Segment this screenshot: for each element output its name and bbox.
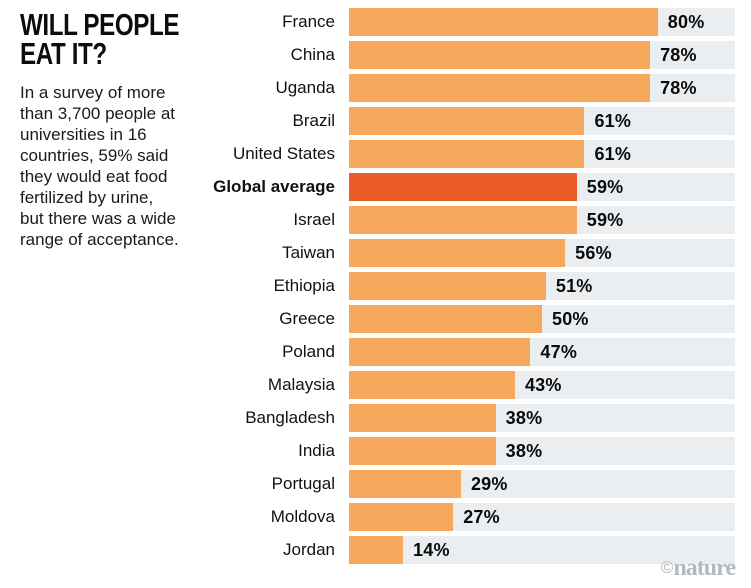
bar — [349, 404, 496, 432]
value-label: 47% — [540, 341, 578, 362]
bar — [349, 272, 546, 300]
bar-track: 61% — [349, 107, 735, 135]
category-label: United States — [232, 144, 335, 163]
bar-track: 59% — [349, 206, 735, 234]
bar — [349, 239, 566, 267]
chart-row: Uganda 78% — [0, 74, 735, 102]
value-label: 50% — [552, 308, 589, 329]
copyright-icon: © — [660, 558, 674, 577]
bar-rows: France 80% China 78% Uganda 78% Brazil 61% Unite… — [0, 8, 735, 564]
bar-track: 56% — [349, 239, 735, 267]
value-label: 61% — [594, 143, 632, 164]
chart-title-line2: EAT IT? — [20, 36, 107, 71]
bar — [349, 107, 585, 135]
bar-track: 27% — [349, 503, 735, 531]
chart-row: Israel 59% — [0, 206, 735, 234]
bar — [349, 41, 651, 69]
chart-row: Moldova 27% — [0, 503, 735, 531]
bar — [349, 8, 658, 36]
chart-row: France 80% — [0, 8, 735, 36]
bar-track: 80% — [349, 8, 735, 36]
category-label: Moldova — [270, 507, 335, 526]
category-label: Jordan — [283, 540, 335, 559]
category-label: France — [282, 12, 335, 31]
bar-chart: France 80% China 78% Uganda 78% Brazil 61% Unite… — [0, 8, 735, 569]
bar-track: 50% — [349, 305, 735, 333]
category-label: Brazil — [292, 111, 335, 130]
chart-row: Malaysia 43% — [0, 371, 735, 399]
value-label: 14% — [413, 539, 450, 560]
bar — [349, 305, 542, 333]
value-label: 38% — [505, 407, 543, 428]
category-label: Greece — [279, 309, 335, 328]
chart-row: China 78% — [0, 41, 735, 69]
bar-track: 51% — [349, 272, 735, 300]
chart-row: Global average 59% — [0, 173, 735, 201]
bar-track: 78% — [349, 74, 735, 102]
value-label: 38% — [505, 440, 543, 461]
value-label: 56% — [575, 242, 612, 263]
bar — [349, 206, 577, 234]
category-label: China — [290, 45, 335, 64]
value-label: 78% — [660, 44, 697, 65]
value-label: 61% — [594, 110, 632, 131]
nature-watermark: ©nature — [660, 555, 736, 582]
category-label: Global average — [213, 177, 335, 196]
bar — [349, 503, 454, 531]
chart-row: Portugal 29% — [0, 470, 735, 498]
chart-title: WILL PEOPLE EAT IT? — [20, 7, 207, 71]
chart-description: In a survey of more than 3,700 people at… — [20, 83, 179, 249]
value-label: 27% — [463, 506, 500, 527]
bar — [349, 140, 585, 168]
bar-track: 78% — [349, 41, 735, 69]
value-label: 80% — [667, 11, 705, 32]
nature-brand-label: nature — [673, 555, 736, 581]
bar-track: 38% — [349, 437, 735, 465]
category-label: Malaysia — [267, 375, 335, 394]
chart-row: Taiwan 56% — [0, 239, 735, 267]
value-label: 51% — [555, 275, 593, 296]
value-label: 78% — [660, 77, 697, 98]
bar — [349, 470, 461, 498]
intro-panel: WILL PEOPLE EAT IT? In a survey of more … — [20, 7, 260, 250]
category-label: Israel — [293, 210, 335, 229]
chart-row: Brazil 61% — [0, 107, 735, 135]
bar-track: 14% — [349, 536, 735, 564]
category-label: Poland — [282, 342, 335, 361]
bar-track: 47% — [349, 338, 735, 366]
bar-track: 38% — [349, 404, 735, 432]
bar — [349, 338, 531, 366]
chart-row: Poland 47% — [0, 338, 735, 366]
value-label: 43% — [524, 374, 562, 395]
bar-track: 59% — [349, 173, 735, 201]
value-label: 59% — [586, 209, 624, 230]
bar — [349, 437, 496, 465]
category-label: Bangladesh — [245, 408, 335, 427]
category-label: Taiwan — [282, 243, 335, 262]
bar — [349, 74, 651, 102]
bar-track: 29% — [349, 470, 735, 498]
chart-row: United States 61% — [0, 140, 735, 168]
bar-track: 43% — [349, 371, 735, 399]
bar — [349, 536, 404, 564]
category-label: Portugal — [271, 474, 335, 493]
chart-title-line1: WILL PEOPLE — [20, 7, 180, 42]
category-label: India — [298, 441, 335, 460]
chart-row: India 38% — [0, 437, 735, 465]
highlighted-bar — [349, 173, 577, 201]
bar-track: 61% — [349, 140, 735, 168]
category-label: Ethiopia — [273, 276, 335, 295]
chart-row: Greece 50% — [0, 305, 735, 333]
category-label: Uganda — [275, 78, 335, 97]
bar — [349, 371, 515, 399]
value-label: 59% — [586, 176, 624, 197]
chart-row: Jordan 14% — [0, 536, 735, 564]
value-label: 29% — [470, 473, 508, 494]
chart-row: Ethiopia 51% — [0, 272, 735, 300]
chart-row: Bangladesh 38% — [0, 404, 735, 432]
